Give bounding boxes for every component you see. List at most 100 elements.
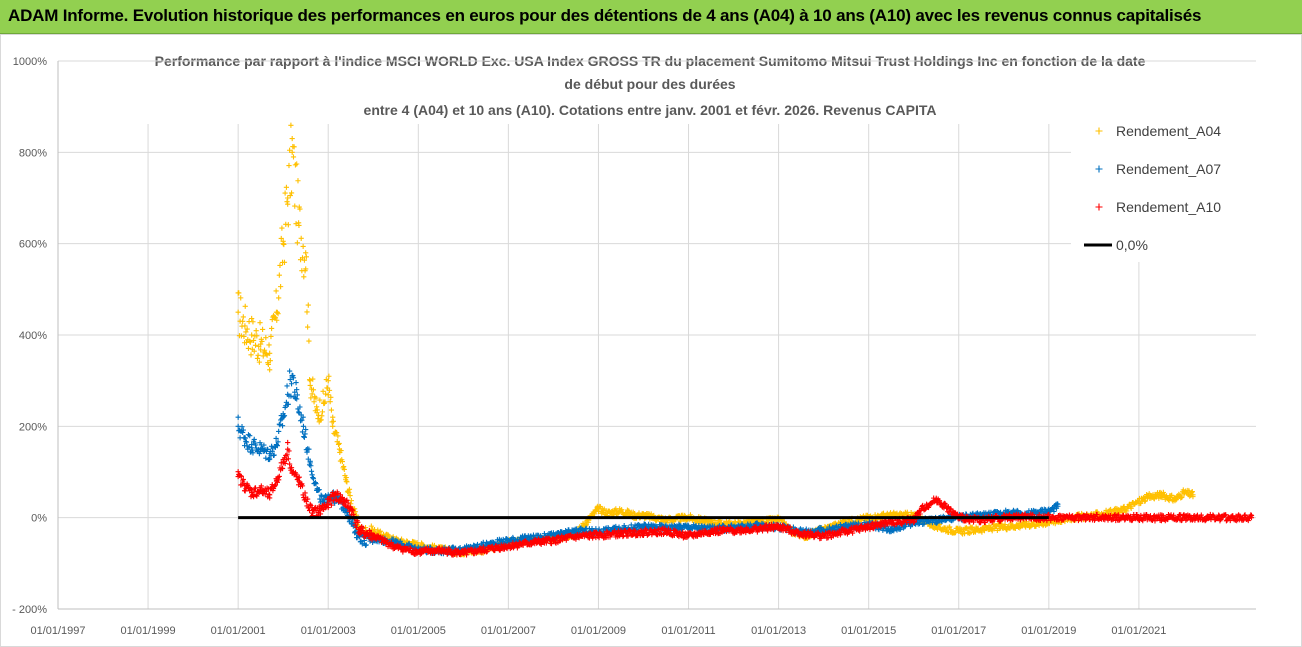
- data-point: [1091, 515, 1097, 521]
- data-point: [287, 376, 293, 383]
- data-point: [308, 395, 314, 401]
- data-point: [302, 431, 308, 437]
- data-point: [310, 387, 317, 393]
- data-point: [253, 328, 259, 334]
- data-point: [1051, 508, 1057, 515]
- data-point: [970, 519, 977, 525]
- legend-swatch: [1095, 127, 1103, 135]
- report-title: ADAM Informe. Evolution historique des p…: [8, 6, 1202, 25]
- data-point: [276, 421, 282, 427]
- data-point: [776, 524, 782, 530]
- data-point: [240, 318, 246, 324]
- data-point: [249, 447, 255, 453]
- data-point: [981, 527, 988, 534]
- chart-series: [235, 122, 1255, 558]
- data-point: [297, 404, 303, 410]
- data-point: [318, 417, 324, 423]
- data-point: [242, 323, 248, 329]
- data-point: [787, 524, 793, 530]
- data-point: [333, 429, 340, 436]
- data-point: [244, 326, 250, 332]
- data-point: [327, 399, 333, 405]
- data-point: [352, 528, 358, 534]
- data-point: [397, 543, 403, 549]
- x-tick-label: 01/01/1997: [30, 625, 85, 637]
- data-point: [267, 456, 273, 462]
- data-point: [235, 473, 241, 480]
- data-point: [267, 492, 273, 498]
- data-point: [307, 501, 313, 507]
- data-point: [273, 442, 280, 448]
- data-point: [310, 474, 316, 481]
- data-point: [947, 524, 953, 530]
- data-point: [306, 446, 312, 452]
- data-point: [1171, 512, 1177, 518]
- data-point: [917, 511, 923, 517]
- data-point: [288, 465, 295, 471]
- data-point: [266, 342, 272, 348]
- data-point: [250, 337, 257, 343]
- data-point: [1181, 489, 1187, 496]
- data-point: [247, 338, 253, 344]
- x-tick-label: 01/01/2009: [571, 625, 626, 637]
- data-point: [1210, 513, 1217, 519]
- y-tick-label: 1000%: [13, 56, 47, 68]
- data-point: [708, 528, 714, 534]
- data-point: [1108, 508, 1114, 514]
- data-point: [242, 435, 248, 441]
- data-point: [242, 483, 248, 489]
- data-point: [303, 266, 309, 272]
- y-tick-label: 600%: [19, 239, 47, 251]
- data-point: [243, 439, 250, 445]
- data-point: [330, 414, 336, 420]
- data-point: [538, 541, 544, 548]
- data-point: [282, 190, 288, 196]
- legend-label: Rendement_A07: [1116, 161, 1221, 177]
- data-point: [314, 410, 320, 416]
- x-tick-label: 01/01/2011: [661, 625, 715, 637]
- data-point: [306, 507, 313, 514]
- data-point: [604, 510, 611, 516]
- data-point: [348, 505, 354, 512]
- data-point: [573, 528, 579, 534]
- legend-label: Rendement_A04: [1116, 123, 1221, 139]
- data-point: [325, 501, 331, 507]
- data-point: [636, 510, 642, 516]
- data-point: [318, 492, 324, 498]
- data-point: [277, 422, 283, 428]
- data-point: [303, 426, 309, 433]
- data-point: [916, 521, 923, 527]
- data-point: [1198, 512, 1204, 518]
- data-point: [326, 387, 333, 393]
- data-point: [363, 542, 369, 548]
- x-tick-label: 01/01/2019: [1021, 625, 1076, 637]
- data-point: [281, 259, 288, 265]
- data-point: [595, 532, 602, 538]
- data-point: [300, 423, 307, 429]
- data-point: [386, 533, 392, 539]
- data-point: [1158, 492, 1165, 498]
- data-point: [753, 526, 759, 532]
- data-point: [280, 241, 286, 247]
- data-point: [247, 433, 253, 439]
- data-point: [431, 542, 437, 549]
- data-point: [304, 449, 310, 455]
- x-tick-label: 01/01/2005: [391, 625, 446, 637]
- data-point: [289, 135, 295, 142]
- data-point: [328, 502, 335, 508]
- data-point: [288, 190, 295, 196]
- data-point: [444, 551, 450, 557]
- data-point: [370, 533, 376, 539]
- data-point: [1068, 515, 1074, 521]
- data-point: [380, 535, 386, 541]
- data-point: [632, 528, 638, 534]
- data-point: [294, 240, 300, 246]
- data-point: [249, 442, 255, 448]
- data-point: [739, 525, 745, 532]
- data-point: [276, 272, 282, 278]
- data-point: [878, 524, 884, 530]
- data-point: [284, 383, 290, 389]
- data-point: [1155, 493, 1161, 499]
- data-point: [1129, 517, 1135, 524]
- x-tick-label: 01/01/2015: [841, 625, 896, 637]
